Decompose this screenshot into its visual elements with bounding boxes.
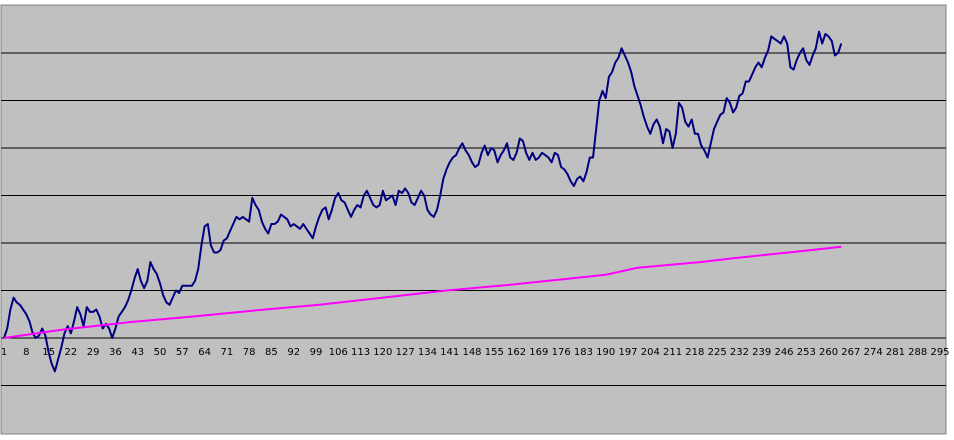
x-tick-label: 281 [886, 347, 905, 358]
x-tick-label: 162 [507, 347, 526, 358]
x-tick-label: 50 [154, 347, 167, 358]
x-tick-label: 113 [351, 347, 370, 358]
x-tick-label: 176 [552, 347, 571, 358]
x-tick-label: 22 [64, 347, 77, 358]
x-tick-label: 295 [930, 347, 949, 358]
x-tick-label: 106 [329, 347, 348, 358]
plot-area [0, 4, 947, 435]
x-tick-label: 183 [574, 347, 593, 358]
y-gridlines [1, 52, 946, 386]
x-tick-label: 246 [774, 347, 793, 358]
x-tick-label: 43 [131, 347, 144, 358]
x-tick-label: 1 [1, 347, 7, 358]
x-tick-label: 260 [819, 347, 838, 358]
x-tick-label: 99 [310, 347, 323, 358]
x-tick-label: 267 [841, 347, 860, 358]
x-tick-label: 120 [373, 347, 392, 358]
x-tick-label: 190 [596, 347, 615, 358]
x-tick-label: 169 [529, 347, 548, 358]
x-axis-tick-labels: 1 8 15 22 29 36 43 50 57 64 71 78 85 92 99 106 113 120 127… [1, 347, 950, 358]
x-tick-label: 36 [109, 347, 122, 358]
x-tick-label: 253 [797, 347, 816, 358]
x-tick-label: 288 [908, 347, 927, 358]
x-tick-label: 92 [287, 347, 300, 358]
x-tick-label: 134 [418, 347, 437, 358]
x-tick-label: 29 [87, 347, 100, 358]
x-tick-label: 274 [864, 347, 883, 358]
x-tick-label: 148 [462, 347, 481, 358]
x-tick-label: 197 [618, 347, 637, 358]
x-tick-label: 8 [23, 347, 29, 358]
x-tick-label: 239 [752, 347, 771, 358]
x-tick-label: 71 [220, 347, 233, 358]
x-tick-label: 78 [243, 347, 256, 358]
series-line-1 [3, 245, 842, 339]
x-tick-label: 225 [708, 347, 727, 358]
x-tick-label: 127 [396, 347, 415, 358]
x-tick-label: 141 [440, 347, 459, 358]
x-tick-label: 57 [176, 347, 189, 358]
x-tick-label: 85 [265, 347, 278, 358]
series-line-0 [3, 30, 843, 373]
x-tick-label: 204 [641, 347, 660, 358]
x-tick-label: 155 [485, 347, 504, 358]
series-group [3, 30, 843, 373]
x-tick-label: 64 [198, 347, 211, 358]
x-tick-label: 232 [730, 347, 749, 358]
x-tick-label: 218 [685, 347, 704, 358]
x-tick-label: 211 [663, 347, 682, 358]
